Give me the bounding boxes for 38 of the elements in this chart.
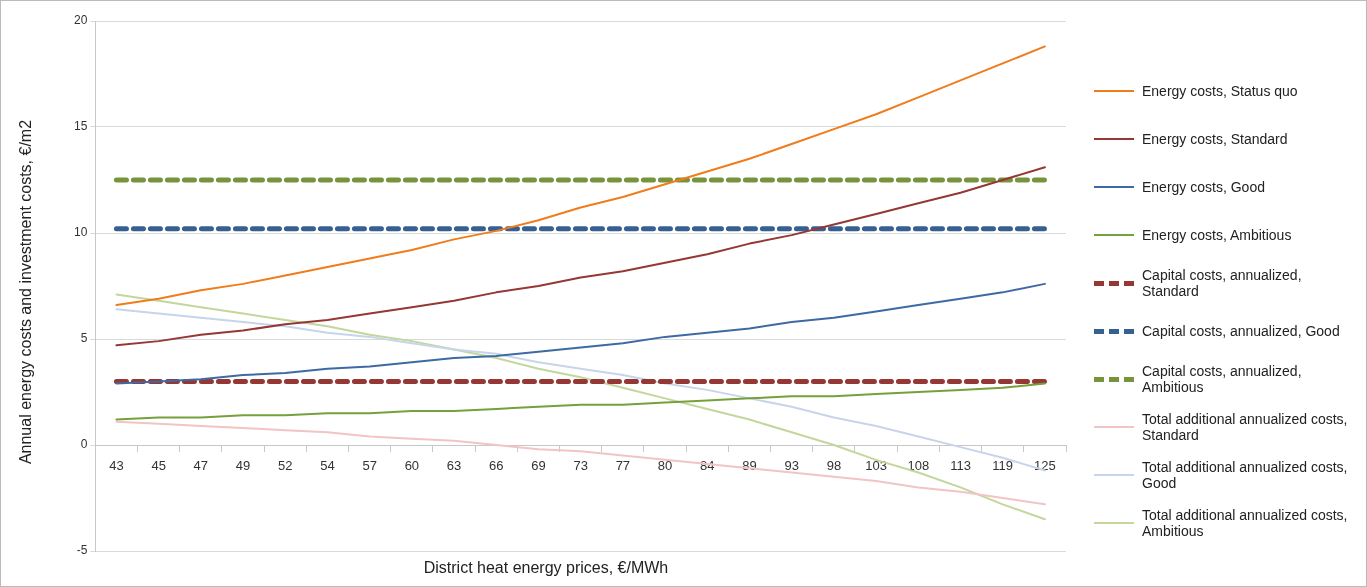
x-tick-label: 43 bbox=[109, 458, 124, 474]
legend-label: Capital costs, annualized, Standard bbox=[1142, 267, 1303, 299]
legend-label: Total additional annualized costs, Good bbox=[1142, 459, 1349, 491]
x-tick-label: 80 bbox=[657, 458, 673, 474]
x-tick-label: 108 bbox=[907, 458, 930, 474]
y-tick-label: -5 bbox=[76, 543, 88, 558]
x-tick-label: 47 bbox=[193, 458, 209, 474]
legend-label: Capital costs, annualized, Ambitious bbox=[1142, 363, 1303, 395]
y-tick-label: 5 bbox=[80, 331, 88, 346]
legend-label: Energy costs, Standard bbox=[1142, 131, 1288, 147]
x-tick-label: 98 bbox=[826, 458, 842, 474]
x-tick-label: 54 bbox=[320, 458, 335, 474]
x-tick-label: 52 bbox=[278, 458, 293, 474]
y-axis-title: Annual energy costs and investment costs, €/m2 bbox=[17, 118, 35, 467]
x-tick-label: 77 bbox=[615, 458, 631, 474]
y-tick-label: 15 bbox=[73, 119, 88, 134]
y-tick-label: 20 bbox=[73, 13, 88, 28]
x-tick-label: 57 bbox=[362, 458, 377, 474]
x-tick-label: 103 bbox=[865, 458, 887, 474]
y-tick-label: 0 bbox=[80, 437, 88, 452]
x-tick-label: 113 bbox=[950, 458, 971, 474]
x-axis-title: District heat energy prices, €/MWh bbox=[422, 559, 670, 577]
legend-label: Energy costs, Good bbox=[1142, 179, 1265, 195]
x-tick-label: 119 bbox=[992, 458, 1014, 474]
x-tick-label: 93 bbox=[784, 458, 799, 474]
x-tick-label: 73 bbox=[573, 458, 588, 474]
x-tick-label: 49 bbox=[235, 458, 251, 474]
x-tick-label: 45 bbox=[151, 458, 166, 474]
x-tick-label: 60 bbox=[404, 458, 420, 474]
x-tick-label: 63 bbox=[446, 458, 462, 474]
y-tick-label: 10 bbox=[73, 225, 88, 240]
x-tick-label: 69 bbox=[531, 458, 546, 474]
legend-label: Energy costs, Ambitious bbox=[1142, 227, 1292, 243]
legend-label: Total additional annualized costs, Ambitious bbox=[1142, 507, 1349, 539]
x-tick-label: 66 bbox=[489, 458, 504, 474]
legend-label: Total additional annualized costs, Standard bbox=[1142, 411, 1349, 443]
legend-label: Energy costs, Status quo bbox=[1142, 83, 1298, 99]
legend-label: Capital costs, annualized, Good bbox=[1142, 323, 1340, 339]
